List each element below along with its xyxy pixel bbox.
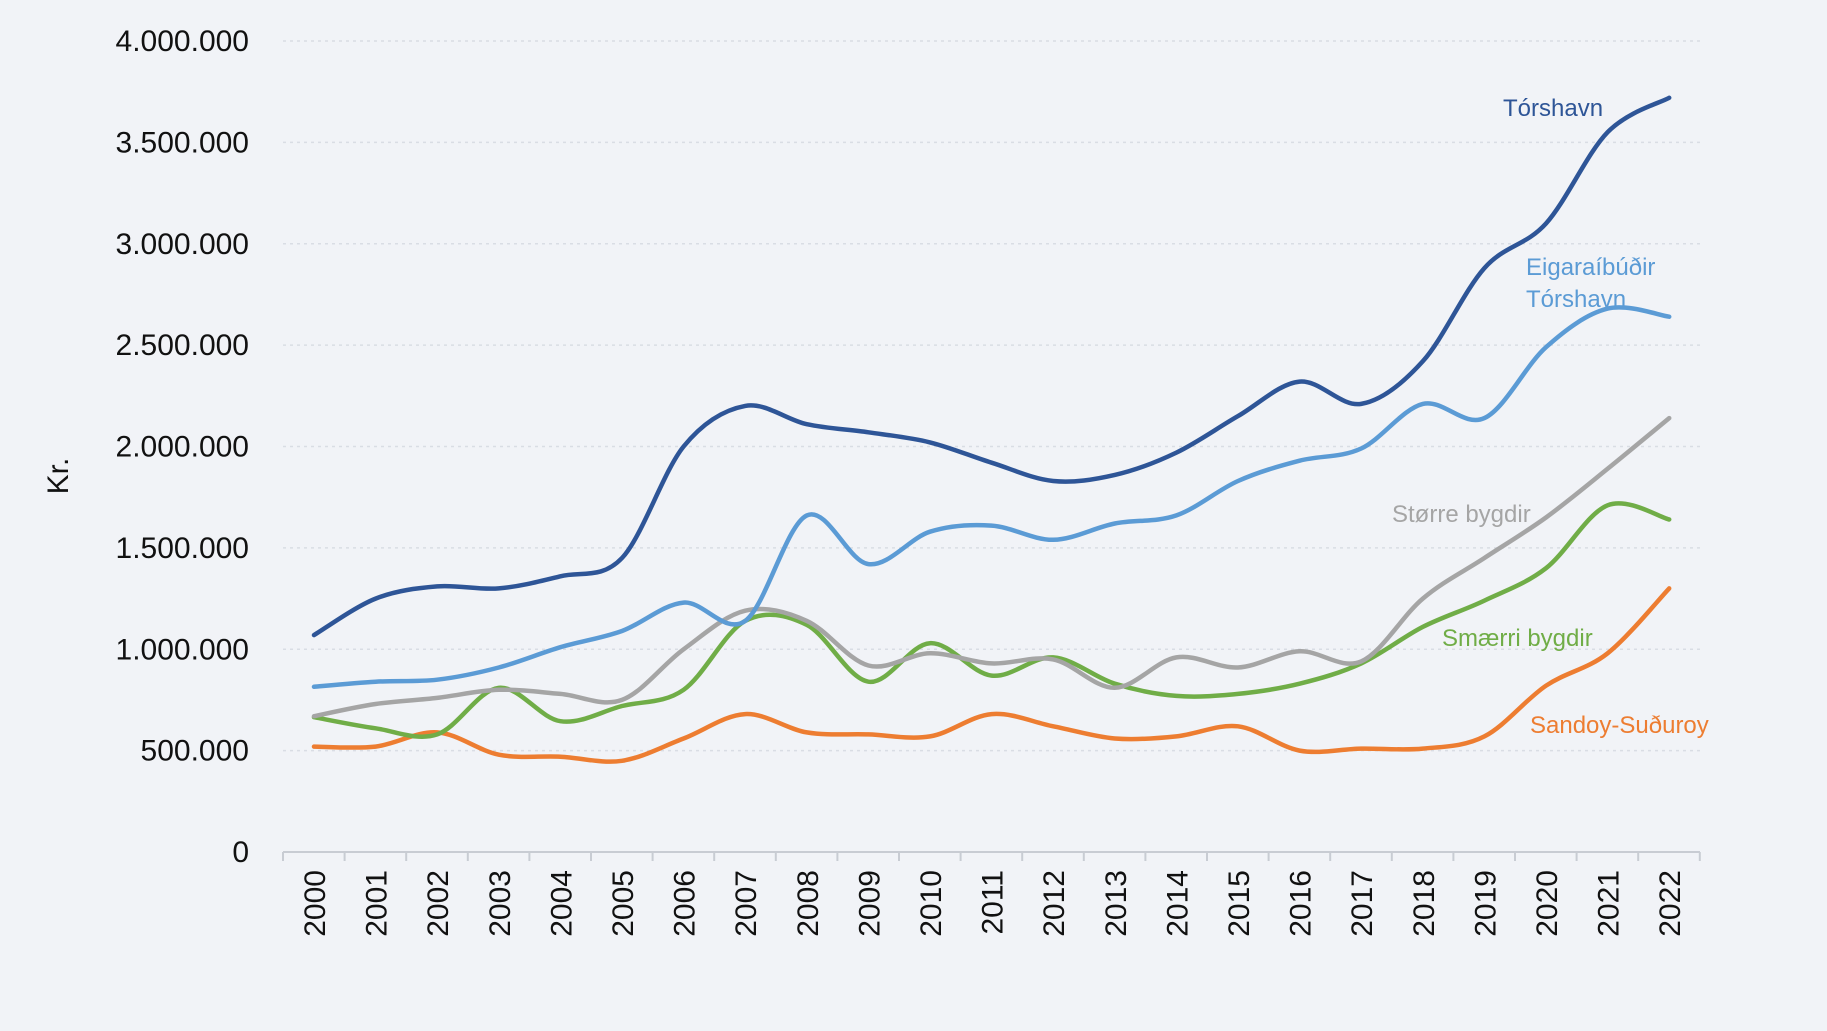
y-tick-label: 500.000 (141, 735, 249, 768)
y-tick-label: 2.500.000 (116, 329, 249, 362)
series-label: Sandoy-Suðuroy (1530, 712, 1709, 739)
x-tick-label: 2004 (545, 870, 578, 937)
series-label-line: Større bygdir (1392, 501, 1531, 528)
series-line-eigara-b-ir-t-rshavn (311, 305, 1672, 690)
x-tick-label: 2000 (299, 870, 332, 937)
series-label-line: Tórshavn (1503, 95, 1603, 122)
x-tick-label: 2016 (1285, 870, 1318, 937)
x-tick-label: 2014 (1161, 870, 1194, 937)
series-line-t-rshavn (311, 95, 1672, 638)
series-label: Større bygdir (1392, 501, 1531, 528)
x-tick-label: 2012 (1038, 870, 1071, 937)
series-labels: Tórshavn Eigaraíbúðir Tórshavn Større bygdi… (1392, 95, 1709, 739)
y-axis-label: Kr. (42, 458, 75, 495)
series-label: Tórshavn (1503, 95, 1603, 122)
x-tick-label: 2002 (422, 870, 455, 937)
y-tick-label: 2.000.000 (116, 431, 249, 464)
x-tick-label: 2010 (915, 870, 948, 937)
x-tick-label: 2005 (607, 870, 640, 937)
gridlines (283, 40, 1700, 752)
x-tick-label: 2001 (361, 870, 394, 937)
series-label: Smærri bygdir (1442, 625, 1593, 652)
series-line-sandoy-su-uroy (311, 586, 1672, 764)
series-lines (311, 95, 1672, 764)
series-line-st-rre-bygdir (311, 415, 1672, 719)
x-tick-label: 2007 (730, 870, 763, 937)
x-tick-label: 2021 (1593, 870, 1626, 937)
series-label-line: Eigaraíbúðir (1526, 254, 1655, 281)
y-tick-label: 4.000.000 (116, 25, 249, 58)
x-tick-label: 2008 (792, 870, 825, 937)
x-tick-label: 2022 (1654, 870, 1687, 937)
y-tick-label: 0 (232, 836, 249, 869)
x-tick-label: 2003 (484, 870, 517, 937)
y-tick-label: 1.500.000 (116, 532, 249, 565)
x-tick-label: 2011 (977, 870, 1010, 935)
x-tick-label: 2019 (1469, 870, 1502, 937)
x-tick-label: 2017 (1346, 870, 1379, 937)
y-tick-label: 3.500.000 (116, 126, 249, 159)
y-tick-label: 1.000.000 (116, 633, 249, 666)
series-label-line: Sandoy-Suðuroy (1530, 712, 1709, 739)
series-label-line: Tórshavn (1526, 286, 1626, 313)
y-tick-label: 3.000.000 (116, 228, 249, 261)
x-tick-label: 2018 (1408, 870, 1441, 937)
x-tick-label: 2020 (1531, 870, 1564, 937)
x-tick-label: 2009 (853, 870, 886, 937)
x-tick-label: 2013 (1100, 870, 1133, 937)
series-label: Eigaraíbúðir Tórshavn (1526, 254, 1655, 313)
series-line-sm-rri-bygdir (311, 501, 1672, 739)
x-tick-label: 2006 (669, 870, 702, 937)
x-axis-ticks: 2000 2001 2002 2003 2004 2005 2006 2007 2008 2009… (299, 870, 1687, 937)
x-tick-label: 2015 (1223, 870, 1256, 937)
x-axis (282, 851, 1701, 861)
series-label-line: Smærri bygdir (1442, 625, 1593, 652)
y-axis-ticks: 0 500.000 1.000.000 1.500.000 2.000.000 2.500… (116, 25, 249, 869)
